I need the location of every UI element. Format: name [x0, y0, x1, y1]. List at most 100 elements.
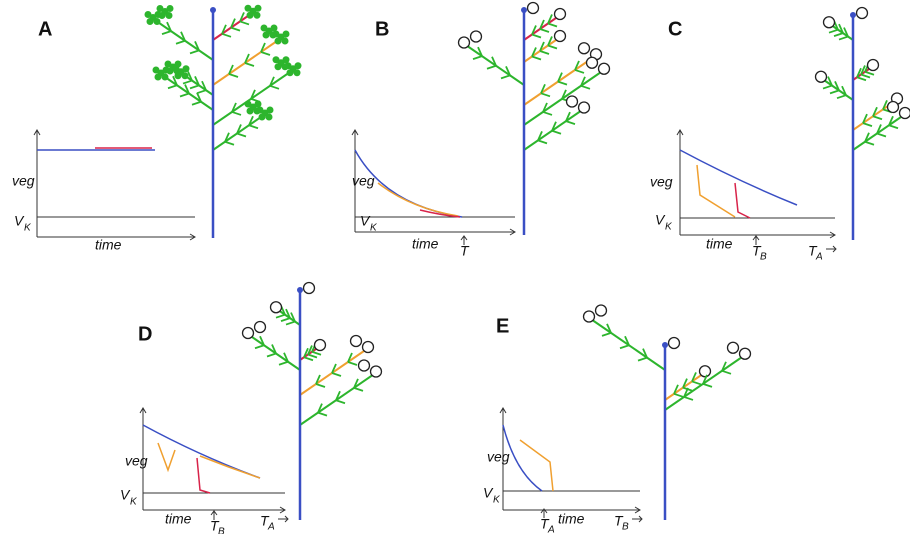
flower [357, 359, 371, 372]
flower-cluster [164, 60, 172, 68]
threshold-sub: K [24, 223, 32, 234]
leaf [580, 76, 586, 87]
flower-cluster [146, 18, 154, 25]
leaf [230, 26, 241, 32]
leaf [311, 350, 322, 356]
leaf [547, 44, 558, 50]
flower-cluster [254, 100, 262, 108]
leaf [353, 378, 359, 389]
leaf [269, 84, 280, 90]
flower-cluster [246, 11, 254, 19]
leaf [194, 76, 200, 86]
flower [349, 334, 363, 348]
leaf [691, 372, 697, 382]
threshold-label: V [483, 485, 494, 501]
marker-arrow [278, 515, 289, 523]
threshold-label: V [14, 213, 25, 229]
flower [553, 7, 567, 21]
marker-arrow [826, 245, 837, 253]
leaf [829, 89, 840, 95]
flower-cluster [156, 5, 164, 12]
leaf [843, 27, 849, 37]
apex [210, 7, 216, 13]
flower [361, 340, 375, 354]
leaf [565, 111, 571, 122]
leaf [537, 131, 543, 141]
leaf [876, 124, 882, 134]
leaf [691, 380, 702, 386]
leaf [864, 140, 875, 146]
flower-cluster [172, 65, 180, 73]
leaf [231, 111, 242, 116]
leaf [547, 14, 553, 24]
flower-cluster [158, 12, 166, 19]
leaf [254, 344, 265, 350]
leaf [472, 55, 483, 60]
leaf [221, 32, 232, 38]
leaf [505, 66, 511, 76]
curve [419, 209, 461, 218]
leaf [565, 120, 576, 125]
leaf [721, 369, 732, 375]
leaf [269, 76, 275, 87]
flower-cluster [281, 37, 289, 45]
leaf [331, 363, 337, 374]
flower-cluster [258, 113, 266, 121]
flower-cluster [182, 65, 190, 73]
flower [469, 30, 483, 43]
flower [457, 36, 471, 49]
leaf [682, 378, 688, 388]
flower-cluster [253, 11, 261, 19]
curve [377, 182, 459, 217]
panel-label: E [496, 315, 509, 337]
flower-cluster [274, 63, 282, 71]
leaf [601, 332, 612, 337]
marker-arrow [460, 235, 468, 245]
leaf [182, 79, 193, 85]
flower [866, 58, 880, 72]
flower-cluster [286, 69, 294, 77]
leaf [557, 72, 563, 82]
axis-arrow [634, 506, 641, 514]
leaf [239, 20, 250, 26]
flower-cluster [144, 11, 152, 18]
leaf [167, 84, 178, 90]
leaf [872, 106, 878, 117]
leaf [260, 51, 271, 56]
apex [850, 12, 856, 18]
axis-arrow [279, 506, 286, 514]
flower [726, 341, 740, 354]
flower-cluster [294, 62, 302, 70]
leaf [315, 383, 326, 388]
flower [822, 16, 836, 29]
leaf [266, 352, 277, 358]
flower [582, 310, 596, 323]
flower-cluster [254, 4, 262, 12]
flower [553, 29, 567, 43]
leaf [834, 81, 840, 91]
flower-cluster [246, 107, 254, 115]
leaf [673, 392, 684, 398]
leaf [191, 100, 202, 106]
leaf [637, 356, 648, 362]
marker-label: T [460, 243, 470, 259]
leaf [539, 28, 550, 33]
flower [898, 106, 910, 120]
leaf [196, 89, 207, 95]
flower-cluster [152, 66, 160, 74]
threshold-sub: K [130, 497, 138, 508]
flower [577, 42, 591, 55]
leaf [184, 84, 190, 94]
marker-sub: B [218, 527, 225, 534]
leaf [557, 80, 568, 86]
leaf [542, 102, 548, 113]
flower-cluster [272, 56, 280, 64]
apex [297, 287, 303, 293]
marker-sub: B [760, 252, 767, 263]
marker-label: T [210, 518, 220, 534]
leaf [230, 18, 236, 28]
leaf [539, 41, 545, 52]
flower [241, 326, 255, 340]
leaf [307, 353, 318, 359]
